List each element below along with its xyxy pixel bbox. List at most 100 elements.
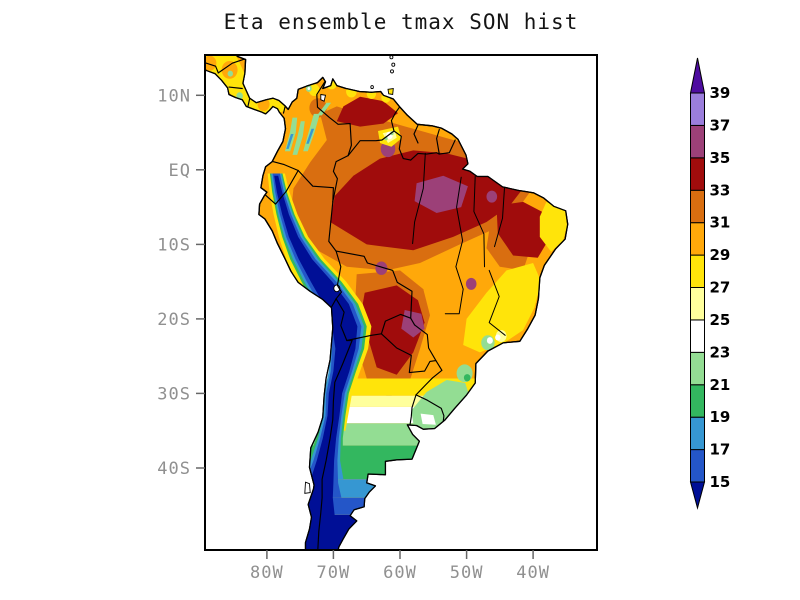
country-border-brazil-argentina-uruguayriver	[409, 360, 443, 426]
political-borders	[205, 58, 506, 550]
country-border-bolivia-argentina	[346, 333, 382, 342]
region-mg-white	[495, 334, 501, 341]
region-purple-lower-amazon	[414, 175, 468, 213]
region-sc-green-core	[463, 374, 471, 382]
lat-tick-label-10S: 10S	[157, 235, 191, 255]
country-border-paraguay-brazil	[414, 324, 437, 362]
region-ebrazil-yellow	[463, 263, 542, 353]
country-border-bolivia-paraguay	[380, 313, 412, 335]
country-border-guyana-brazil	[393, 130, 412, 161]
lon-tick-label-70W: 70W	[317, 563, 351, 583]
country-border-guianas-brazil	[410, 139, 456, 161]
country-border-venezuela-guyana	[390, 105, 401, 132]
lon-tick-label-50W: 50W	[450, 563, 484, 583]
colorbar-label-19: 19	[710, 408, 731, 426]
region-ca-orange-1	[221, 61, 238, 79]
region-purple-spot-4	[465, 277, 477, 290]
region-band-lightgreen	[205, 423, 568, 446]
lat-tick-label-30S: 30S	[157, 384, 191, 404]
region-ca-orange-2	[205, 55, 217, 71]
colorbar: 15 17 19 21 23 25 27 29 31 33 35 37 39	[689, 57, 731, 510]
state-border-br-state-1	[412, 152, 426, 245]
colorbar-segment-c17_19	[690, 416, 705, 451]
country-border-peru-chile	[330, 298, 337, 308]
country-border-peru-bolivia	[335, 250, 342, 300]
region-caatinga-core	[496, 201, 552, 258]
region-andes-navy	[274, 175, 358, 517]
colorbar-segment-c27_29	[690, 254, 705, 288]
region-band-green	[205, 445, 568, 480]
country-border-brazil-bolivia	[335, 250, 416, 326]
region-purple-spot-2	[375, 261, 388, 275]
colorbar-label-25: 25	[710, 311, 731, 329]
region-ca-green-2	[227, 70, 233, 77]
map-frame	[204, 54, 598, 551]
colorbar-segment-c37_39	[690, 92, 705, 126]
region-cordillera-central	[292, 121, 305, 155]
figure-title: Eta ensemble tmax SON hist	[223, 10, 579, 34]
country-border-peru-brazil	[328, 201, 337, 252]
colorbar-label-27: 27	[710, 279, 731, 297]
region-merida-range	[317, 102, 332, 116]
colorbar-segment-c21_23	[690, 351, 705, 386]
colorbar-segment-c25_27	[690, 287, 705, 321]
lat-tick-label-10N: 10N	[157, 86, 191, 106]
country-border-colombia-brazil	[332, 155, 349, 203]
country-border-ecuador-peru	[265, 169, 299, 205]
colorbar-label-17: 17	[710, 441, 731, 459]
colorbar-label-23: 23	[710, 343, 731, 361]
region-venezuela-core	[336, 96, 398, 127]
colorbar-label-21: 21	[710, 376, 731, 394]
region-ne-coast-yellow	[539, 201, 568, 252]
region-cordillera-west-core	[286, 134, 294, 149]
state-border-br-state-3	[494, 187, 505, 248]
colorbar-segment-c19_21	[690, 384, 705, 418]
colorbar-segment-c31_33	[690, 189, 705, 224]
colorbar-label-29: 29	[710, 246, 731, 264]
colorbar-arrow-bottom	[689, 481, 706, 510]
colorbar-segment-c33_35	[690, 157, 705, 191]
colorbar-label-39: 39	[710, 84, 731, 102]
state-border-br-state-6	[488, 269, 506, 336]
axes: 10N EQ 10S 20S 30S 40S 80W 70W 60W 50W 40W	[157, 86, 550, 583]
state-border-br-state-2	[473, 176, 485, 268]
region-band-white	[205, 406, 568, 424]
colorbar-segment-c29_31	[690, 222, 705, 256]
region-santa-marta-white	[307, 87, 311, 90]
map-area	[205, 55, 569, 550]
island-antilles-2	[391, 62, 396, 67]
island-margarita	[370, 85, 374, 90]
region-coast-yellow-3	[366, 88, 377, 100]
country-border-elsalvador-honduras	[205, 61, 219, 74]
island-chiloe	[304, 481, 311, 494]
country-border-honduras-nicaragua	[217, 58, 247, 74]
colorbar-label-35: 35	[710, 149, 731, 167]
coastline	[205, 55, 569, 550]
colorbar-segment-c23_25	[690, 319, 705, 353]
country-border-nicaragua-costarica	[228, 86, 243, 90]
colorbar-segment-c15_17	[690, 449, 705, 483]
region-sp-coast-white	[486, 337, 493, 344]
country-border-chile-argentina	[316, 339, 353, 550]
lon-tick-label-40W: 40W	[516, 563, 550, 583]
region-band-cyan	[205, 479, 568, 498]
country-border-colombia-venezuela	[316, 81, 352, 157]
lat-tick-label-EQ: EQ	[169, 161, 191, 181]
colorbar-label-33: 33	[710, 181, 731, 199]
island-trinidad	[387, 87, 394, 96]
country-border-colombia-ecuador	[272, 161, 299, 172]
country-border-argentina-paraguay	[380, 333, 437, 374]
region-purple-spot-3	[486, 190, 498, 203]
region-band-yellow	[205, 378, 568, 396]
region-band-navy	[205, 515, 568, 550]
region-chaco-core	[361, 285, 425, 375]
island-antilles-3	[389, 55, 394, 60]
lon-tick-label-60W: 60W	[383, 563, 417, 583]
colorbar-segment-c35_37	[690, 124, 705, 159]
island-lake-maracaibo	[320, 93, 327, 102]
region-uruguay-white	[420, 413, 436, 425]
lat-tick-label-40S: 40S	[157, 459, 191, 479]
country-border-venezuela-brazil	[347, 130, 395, 157]
